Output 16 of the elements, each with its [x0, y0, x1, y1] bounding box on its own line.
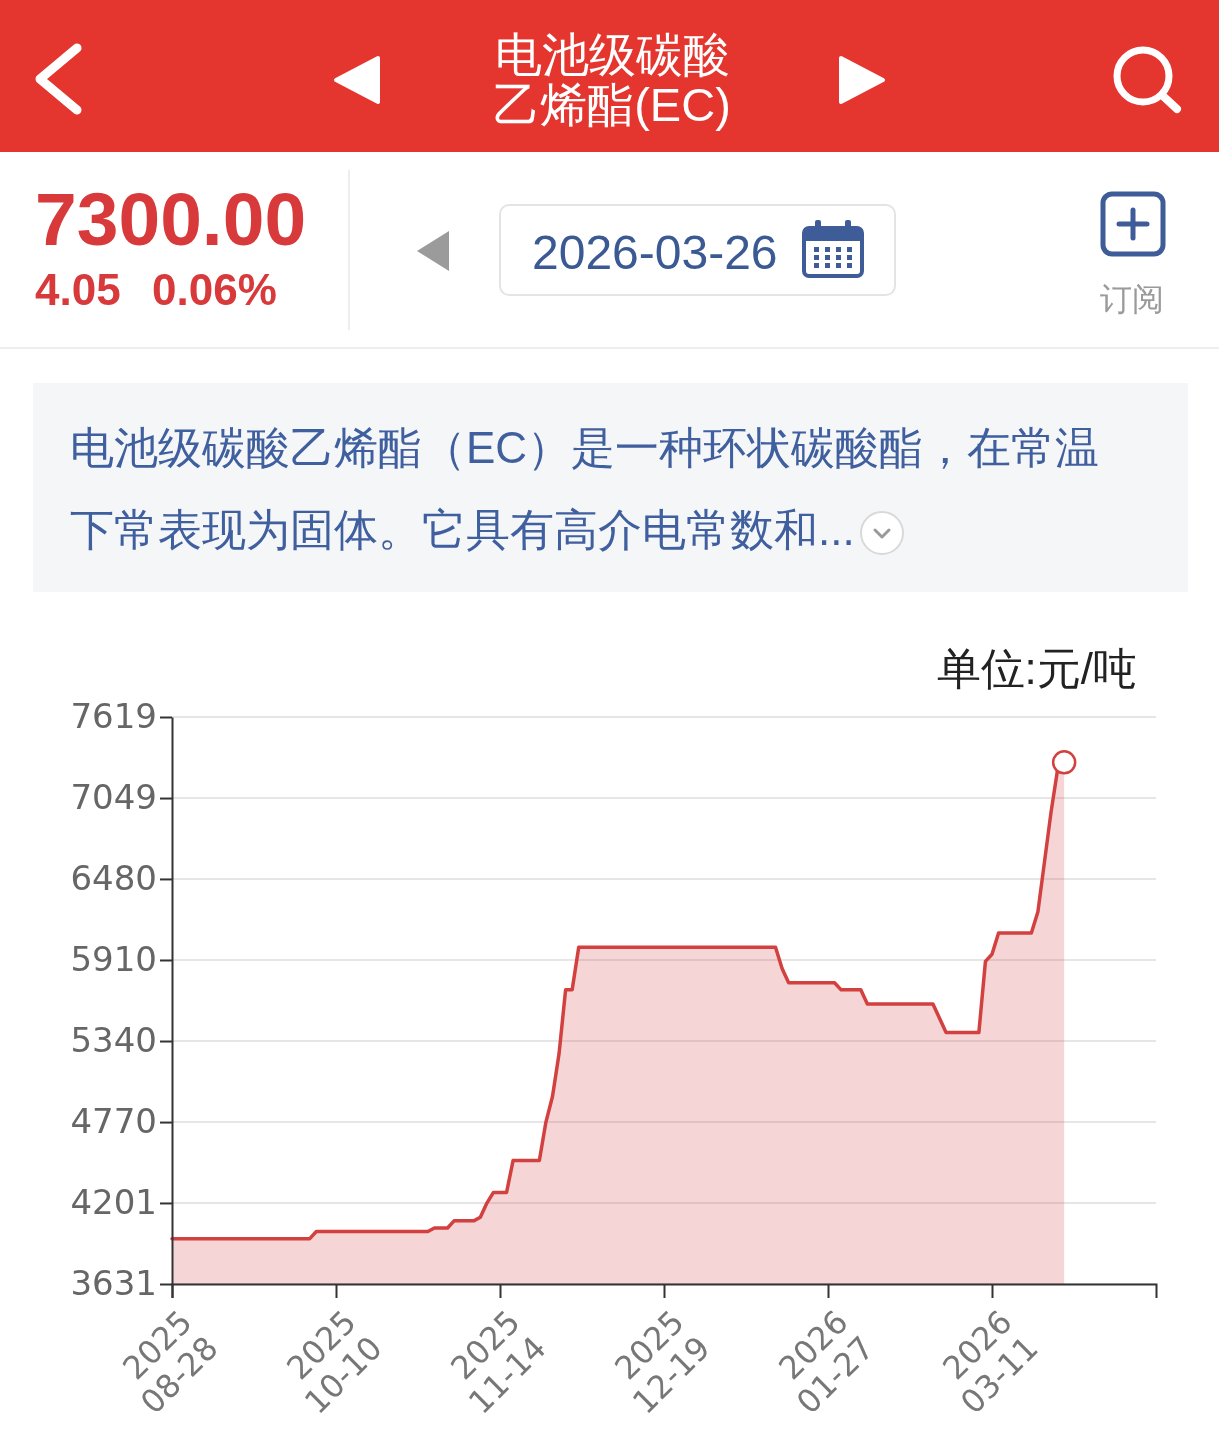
- y-tick-label: 3631: [70, 1263, 157, 1304]
- y-tick-label: 5340: [70, 1020, 157, 1061]
- text: 订阅: [1100, 281, 1164, 317]
- y-axis-title: 单位:元/吨: [936, 644, 1137, 693]
- text: 7300.00: [35, 177, 307, 261]
- text: 0.06%: [152, 265, 277, 314]
- chart-title: 电池级碳酸乙烯酯(EC): [492, 28, 732, 131]
- y-tick-label: 4201: [70, 1182, 157, 1223]
- y-tick-label: 6480: [70, 858, 157, 899]
- y-tick-label: 7049: [70, 777, 157, 818]
- y-tick-label: 7619: [70, 696, 157, 737]
- y-tick-label: 5910: [70, 939, 157, 980]
- text: 4.05: [35, 265, 121, 314]
- text: 电池级碳酸乙烯酯（EC）是一种环状碳酸酯，在常温下常表现为固体。它具有高介电常数和...: [70, 423, 1100, 554]
- text: 2026-03-26: [532, 226, 778, 279]
- y-tick-label: 4770: [70, 1101, 157, 1142]
